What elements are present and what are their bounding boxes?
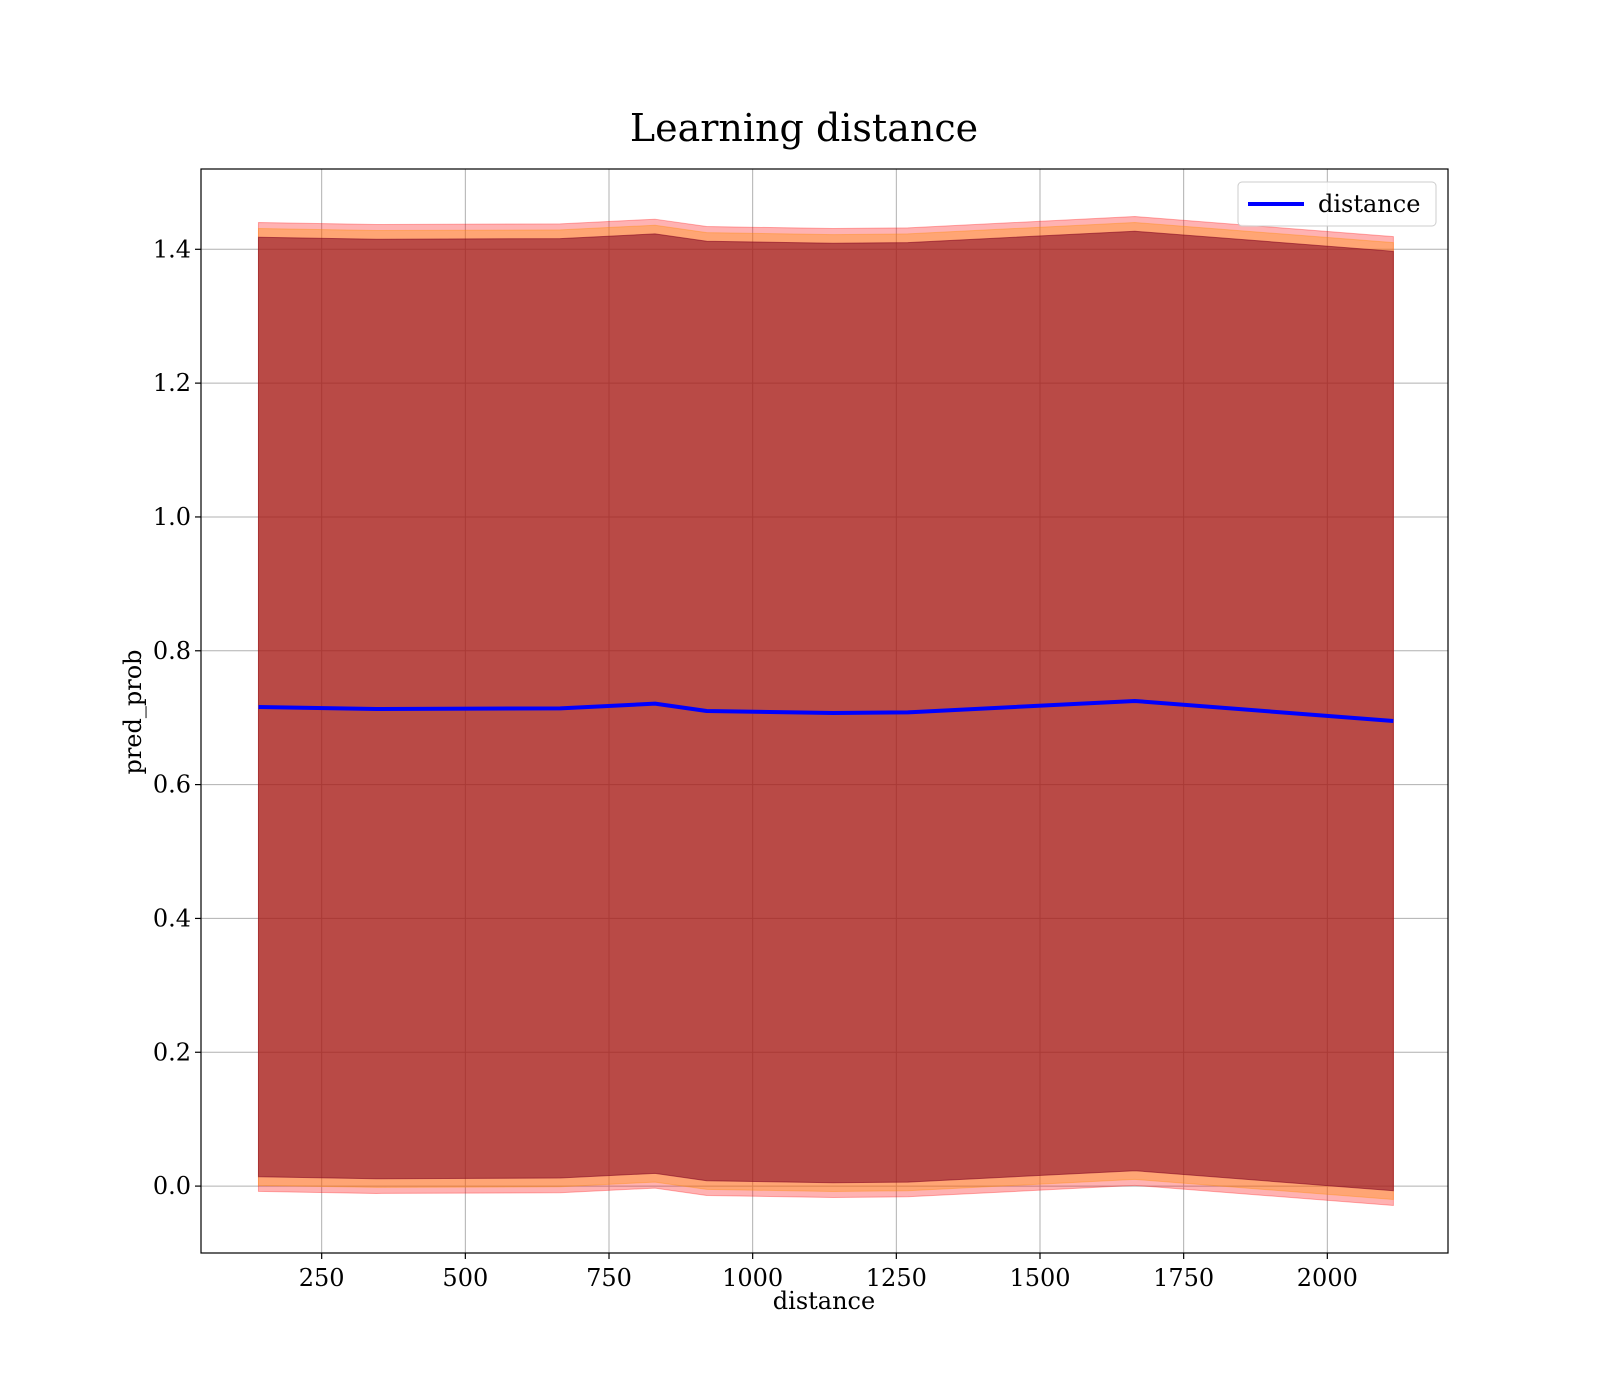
y-tick-label: 0.2	[153, 1038, 191, 1066]
x-tick-label: 500	[442, 1264, 488, 1292]
chart-title: Learning distance	[630, 106, 978, 150]
x-tick-label: 750	[586, 1264, 632, 1292]
plot-frame	[200, 168, 1449, 1254]
y-ticks: 0.0 0.2 0.4 0.6 0.8 1.0 1.2 1.4	[153, 235, 201, 1200]
y-tick-label: 0.0	[153, 1172, 191, 1200]
y-tick-label: 0.8	[153, 637, 191, 665]
series-lines	[258, 698, 1394, 724]
x-tick-label: 250	[299, 1264, 345, 1292]
y-tick-label: 1.0	[153, 503, 191, 531]
x-tick-label: 1000	[722, 1264, 783, 1292]
y-tick-label: 0.4	[153, 904, 191, 932]
x-tick-label: 2000	[1297, 1264, 1358, 1292]
legend-box	[1237, 181, 1437, 227]
x-axis-label: distance	[773, 1287, 875, 1315]
x-tick-label: 1500	[1009, 1264, 1070, 1292]
legend-label: distance	[1318, 190, 1420, 218]
y-tick-label: 1.2	[153, 369, 191, 397]
y-axis-label: pred_prob	[119, 649, 147, 774]
x-ticks: 250 500 750 1000 1250 1500 1750 2000	[299, 1253, 1358, 1292]
x-tick-label: 1250	[866, 1264, 927, 1292]
legend: distance	[1237, 181, 1437, 227]
x-tick-label: 1750	[1153, 1264, 1214, 1292]
y-tick-label: 1.4	[153, 235, 191, 263]
series-line-1	[258, 698, 1394, 724]
y-tick-label: 0.6	[153, 771, 191, 799]
